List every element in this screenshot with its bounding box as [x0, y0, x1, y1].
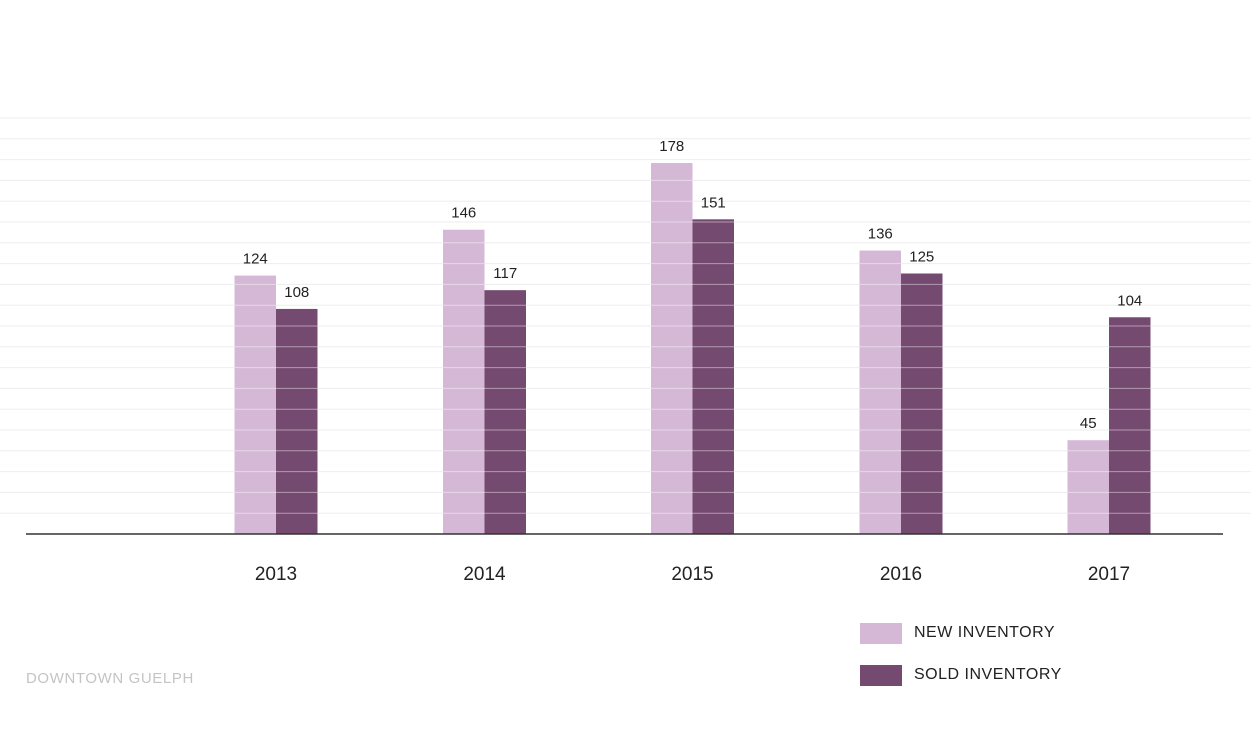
- value-label-sold-inventory-2016: 125: [909, 249, 934, 266]
- x-tick-label-2017: 2017: [1088, 564, 1130, 585]
- source-label: DOWNTOWN GUELPH: [26, 670, 194, 687]
- legend-swatch-sold-inventory: [860, 664, 902, 686]
- legend-swatch-new-inventory: [860, 622, 902, 644]
- value-labels: 124 108 146 117 178 151 136 125 45 104: [243, 138, 1143, 432]
- legend-item-new-inventory: NEW INVENTORY: [860, 622, 1062, 644]
- bar-new-inventory-2015: [651, 163, 693, 534]
- x-tick-label-2013: 2013: [255, 564, 297, 585]
- value-label-new-inventory-2015: 178: [659, 138, 684, 155]
- value-label-sold-inventory-2017: 104: [1117, 292, 1142, 309]
- value-label-new-inventory-2016: 136: [868, 226, 893, 243]
- x-tick-label-2016: 2016: [880, 564, 922, 585]
- value-label-new-inventory-2014: 146: [451, 205, 476, 222]
- bars: [234, 163, 1151, 535]
- value-label-sold-inventory-2014: 117: [493, 265, 517, 282]
- bar-new-inventory-2017: [1067, 440, 1109, 534]
- value-label-sold-inventory-2015: 151: [701, 194, 726, 211]
- bar-sold-inventory-2014: [484, 290, 526, 534]
- bar-sold-inventory-2015: [692, 219, 734, 535]
- bar-new-inventory-2013: [234, 275, 276, 534]
- legend-label-sold-inventory: SOLD INVENTORY: [914, 666, 1062, 683]
- grid-lines: [0, 117, 1251, 514]
- value-label-new-inventory-2013: 124: [243, 251, 268, 268]
- legend: NEW INVENTORY SOLD INVENTORY: [860, 622, 1062, 706]
- value-label-sold-inventory-2013: 108: [284, 284, 309, 301]
- x-tick-label-2014: 2014: [463, 564, 506, 585]
- x-tick-labels: 2013 2014 2015 2016 2017: [255, 564, 1130, 585]
- bar-new-inventory-2016: [859, 250, 901, 535]
- bar-sold-inventory-2013: [276, 308, 318, 534]
- x-tick-label-2015: 2015: [671, 564, 713, 585]
- bar-sold-inventory-2016: [901, 273, 943, 534]
- legend-item-sold-inventory: SOLD INVENTORY: [860, 664, 1062, 686]
- value-label-new-inventory-2017: 45: [1080, 415, 1097, 432]
- bar-new-inventory-2014: [443, 229, 485, 534]
- bar-sold-inventory-2017: [1109, 317, 1151, 534]
- legend-label-new-inventory: NEW INVENTORY: [914, 624, 1056, 641]
